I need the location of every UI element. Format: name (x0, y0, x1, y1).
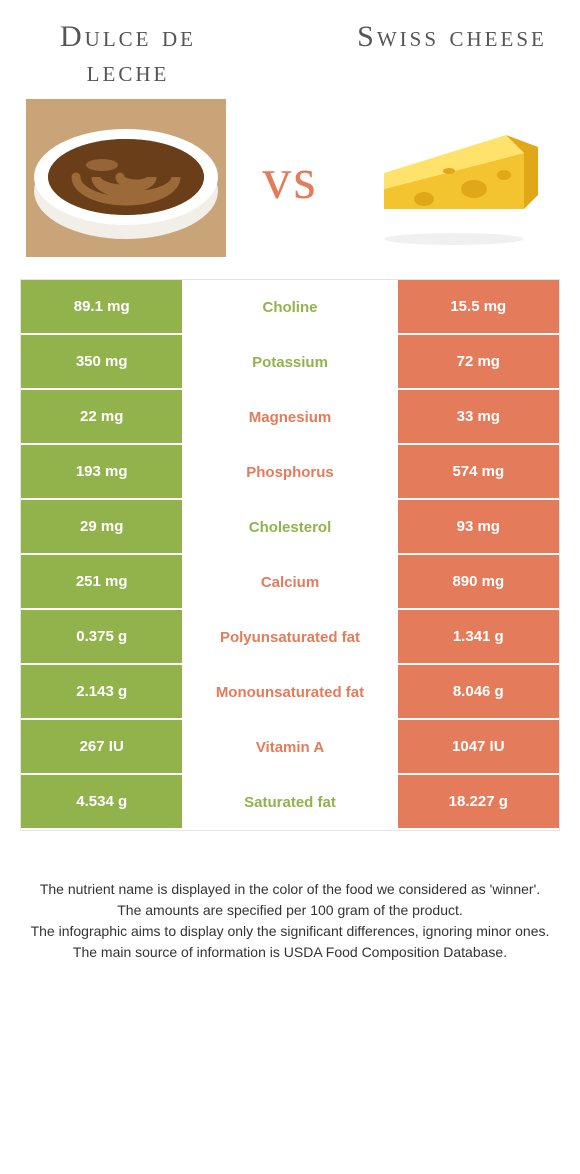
right-value-cell: 1047 IU (396, 720, 559, 775)
table-row: 251 mgCalcium890 mg (21, 555, 559, 610)
table-row: 4.534 gSaturated fat18.227 g (21, 775, 559, 830)
nutrient-name-cell: Choline (184, 280, 395, 335)
left-value-cell: 350 mg (21, 335, 184, 390)
infographic-container: Dulce de leche Swiss cheese vs (0, 0, 580, 963)
dulce-de-leche-image (26, 99, 226, 257)
table-row: 267 IUVitamin A1047 IU (21, 720, 559, 775)
left-food-title: Dulce de leche (20, 20, 236, 89)
left-value-cell: 29 mg (21, 500, 184, 555)
right-value-cell: 8.046 g (396, 665, 559, 720)
table-row: 2.143 gMonounsaturated fat8.046 g (21, 665, 559, 720)
table-row: 29 mgCholesterol93 mg (21, 500, 559, 555)
nutrient-comparison-table: 89.1 mgCholine15.5 mg350 mgPotassium72 m… (20, 279, 560, 831)
nutrient-name-cell: Potassium (184, 335, 395, 390)
nutrient-name-cell: Calcium (184, 555, 395, 610)
right-value-cell: 33 mg (396, 390, 559, 445)
right-value-cell: 18.227 g (396, 775, 559, 830)
table-row: 89.1 mgCholine15.5 mg (21, 280, 559, 335)
right-value-cell: 15.5 mg (396, 280, 559, 335)
swiss-cheese-image (354, 99, 554, 257)
right-value-cell: 890 mg (396, 555, 559, 610)
table-row: 22 mgMagnesium33 mg (21, 390, 559, 445)
table-row: 193 mgPhosphorus574 mg (21, 445, 559, 500)
nutrient-name-cell: Phosphorus (184, 445, 395, 500)
right-value-cell: 574 mg (396, 445, 559, 500)
footer-line-1: The nutrient name is displayed in the co… (30, 879, 550, 900)
right-value-cell: 72 mg (396, 335, 559, 390)
footer-notes: The nutrient name is displayed in the co… (20, 879, 560, 963)
nutrient-name-cell: Monounsaturated fat (184, 665, 395, 720)
left-value-cell: 0.375 g (21, 610, 184, 665)
right-value-cell: 1.341 g (396, 610, 559, 665)
vs-label: vs (262, 145, 318, 212)
left-value-cell: 4.534 g (21, 775, 184, 830)
left-value-cell: 267 IU (21, 720, 184, 775)
right-value-cell: 93 mg (396, 500, 559, 555)
left-value-cell: 89.1 mg (21, 280, 184, 335)
nutrient-name-cell: Magnesium (184, 390, 395, 445)
table-row: 0.375 gPolyunsaturated fat1.341 g (21, 610, 559, 665)
nutrient-name-cell: Saturated fat (184, 775, 395, 830)
footer-line-3: The infographic aims to display only the… (30, 921, 550, 942)
header-row: Dulce de leche Swiss cheese (20, 20, 560, 89)
nutrient-name-cell: Vitamin A (184, 720, 395, 775)
left-value-cell: 2.143 g (21, 665, 184, 720)
footer-line-4: The main source of information is USDA F… (30, 942, 550, 963)
left-value-cell: 251 mg (21, 555, 184, 610)
nutrient-name-cell: Cholesterol (184, 500, 395, 555)
images-row: vs (20, 99, 560, 257)
table-row: 350 mgPotassium72 mg (21, 335, 559, 390)
right-food-title: Swiss cheese (344, 20, 560, 55)
left-value-cell: 22 mg (21, 390, 184, 445)
footer-line-2: The amounts are specified per 100 gram o… (30, 900, 550, 921)
left-value-cell: 193 mg (21, 445, 184, 500)
nutrient-name-cell: Polyunsaturated fat (184, 610, 395, 665)
